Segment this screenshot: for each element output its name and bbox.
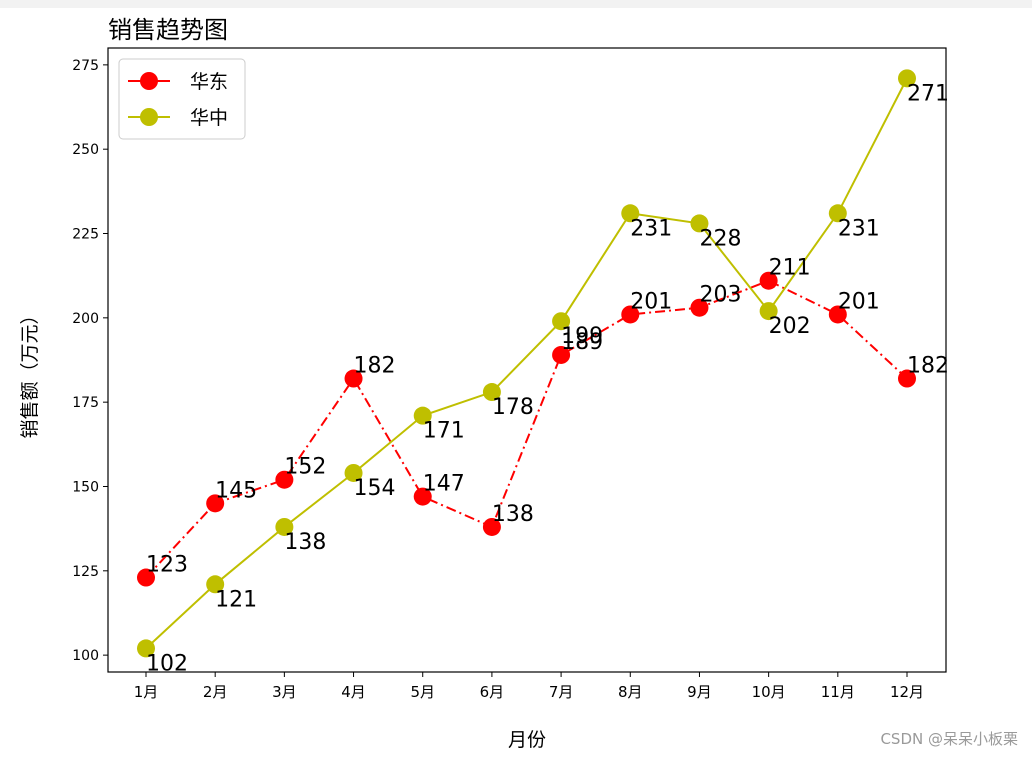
data-label-2: 231 <box>630 216 672 241</box>
data-point-1 <box>898 369 916 388</box>
y-tick-label: 175 <box>72 395 99 411</box>
data-point-1 <box>759 271 778 290</box>
data-label-2: 138 <box>284 530 326 555</box>
chart-title: 销售趋势图 <box>108 16 228 44</box>
legend-label: 华中 <box>190 107 228 129</box>
data-label-1: 201 <box>838 289 880 314</box>
series-line-2 <box>145 77 908 650</box>
data-point-1 <box>344 369 363 388</box>
x-tick-label: 8月 <box>618 683 643 701</box>
data-label-1: 145 <box>215 478 257 503</box>
x-tick-label: 4月 <box>341 683 366 701</box>
series-line-1 <box>145 279 908 579</box>
data-label-1: 182 <box>354 354 396 379</box>
top-strip <box>0 0 1032 8</box>
y-tick-label: 275 <box>72 58 99 74</box>
data-label-2: 121 <box>215 587 257 612</box>
data-point-2 <box>344 463 363 482</box>
x-tick-label: 1月 <box>134 683 159 701</box>
data-label-2: 202 <box>769 314 811 339</box>
x-tick-label: 6月 <box>480 683 505 701</box>
y-tick-label: 250 <box>72 142 99 158</box>
y-tick-label: 100 <box>72 648 99 664</box>
data-point-1 <box>413 487 432 506</box>
data-point-2 <box>206 575 225 594</box>
data-point-2 <box>137 639 155 658</box>
data-label-2: 199 <box>561 324 603 349</box>
data-point-1 <box>621 305 640 324</box>
data-label-2: 154 <box>354 476 396 501</box>
watermark: CSDN @呆呆小板栗 <box>880 730 1018 748</box>
x-tick-label: 9月 <box>687 683 712 701</box>
data-label-1: 189 <box>561 330 603 355</box>
data-point-1 <box>206 494 225 513</box>
x-tick-label: 2月 <box>203 683 228 701</box>
data-point-1 <box>275 470 294 489</box>
data-point-2 <box>413 406 432 425</box>
data-label-1: 138 <box>492 502 534 527</box>
x-tick-label: 11月 <box>821 683 855 701</box>
y-tick-label: 150 <box>72 479 99 495</box>
data-label-2: 178 <box>492 395 534 420</box>
x-tick-label: 7月 <box>549 683 574 701</box>
x-axis-label: 月份 <box>508 729 546 751</box>
data-label-2: 171 <box>423 419 465 444</box>
data-label-2: 102 <box>146 651 188 676</box>
data-point-2 <box>275 517 294 536</box>
y-tick-label: 225 <box>72 227 99 243</box>
data-point-2 <box>690 214 709 233</box>
data-label-1: 152 <box>284 455 326 480</box>
y-tick-label: 125 <box>72 564 99 580</box>
legend-marker <box>140 72 158 90</box>
data-label-2: 231 <box>838 216 880 241</box>
x-tick-label: 12月 <box>890 683 924 701</box>
data-label-1: 147 <box>423 472 465 497</box>
data-point-2 <box>898 69 916 88</box>
data-label-1: 182 <box>907 354 949 379</box>
data-label-2: 228 <box>699 226 741 251</box>
data-label-1: 203 <box>699 283 741 308</box>
data-point-1 <box>482 517 501 536</box>
data-label-1: 123 <box>146 553 188 578</box>
y-tick-label: 200 <box>72 311 99 327</box>
data-point-1 <box>828 305 847 324</box>
data-point-2 <box>482 383 501 402</box>
legend-marker <box>140 108 158 126</box>
data-point-1 <box>690 298 709 317</box>
data-point-2 <box>552 312 571 331</box>
y-axis-label: 销售额（万元） <box>19 305 41 438</box>
data-label-1: 201 <box>630 289 672 314</box>
data-point-2 <box>828 204 847 223</box>
data-point-2 <box>621 204 640 223</box>
data-label-1: 211 <box>769 256 811 281</box>
legend-label: 华东 <box>190 71 228 93</box>
data-point-2 <box>759 302 778 321</box>
data-label-2: 271 <box>907 81 949 106</box>
plot-frame <box>107 47 947 673</box>
x-tick-label: 10月 <box>752 683 786 701</box>
x-tick-label: 5月 <box>410 683 435 701</box>
data-point-1 <box>552 345 571 364</box>
x-tick-label: 3月 <box>272 683 297 701</box>
data-point-1 <box>137 568 155 587</box>
